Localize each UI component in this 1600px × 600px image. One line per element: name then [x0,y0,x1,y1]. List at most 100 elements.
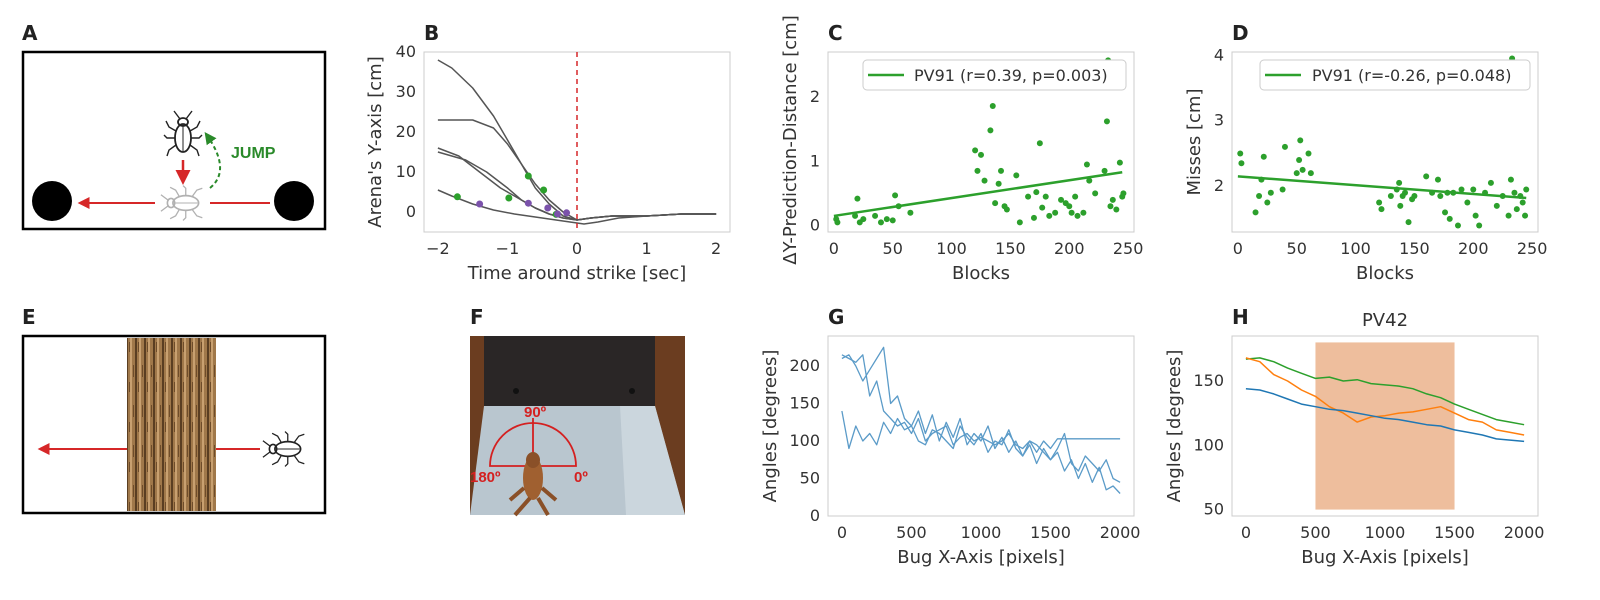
point-c-47 [1107,203,1114,210]
ylabel-c: ΔY-Prediction-Distance [cm] [780,15,801,265]
fit-line-d [1237,175,1527,200]
lizard-head [526,452,540,468]
xtick-h-1: 500 [1300,523,1331,542]
point-d-14 [1305,150,1312,157]
point-c-5 [860,216,867,223]
xtick-c-1: 50 [883,239,903,258]
xtick-b-0: −2 [426,239,450,258]
jump-arrow [204,132,222,189]
point-d-13 [1299,166,1306,173]
panel-letter-e: E [22,305,36,329]
panel-letter-f: F [470,305,484,329]
ytick-b-1: 10 [396,162,416,181]
point-d-49 [1513,206,1520,213]
panel-letter-d: D [1232,21,1249,45]
plot-frame-g [827,335,1135,517]
legend-box-d [1259,59,1531,91]
point-c-52 [1120,190,1127,197]
ytick-b-3: 30 [396,82,416,101]
panel-f: F 90º 180º 0º [470,305,685,517]
xtick-b-1: −1 [496,239,520,258]
point-c-25 [1016,219,1023,226]
point-c-6 [872,212,879,219]
point-b-green-1 [505,194,513,202]
xtick-d-0: 0 [1233,239,1243,258]
point-d-45 [1505,212,1512,219]
point-d-12 [1297,137,1304,144]
point-c-13 [972,147,979,154]
point-d-52 [1522,212,1529,219]
series-lines-h [1245,357,1525,443]
point-d-51 [1519,199,1526,206]
point-d-8 [1279,186,1286,193]
point-c-2 [852,212,859,219]
plot-frame-h [1231,335,1539,517]
ytick-g-4: 200 [789,356,820,375]
point-b-purple-4 [563,209,571,217]
xtick-d-5: 250 [1517,239,1548,258]
ytick-h-2: 150 [1193,371,1224,390]
point-d-40 [1476,222,1483,229]
panel-letter-b: B [424,21,439,45]
point-d-35 [1454,222,1461,229]
axis-ticks-h: 0 500 1000 1500 2000 50 100 150 [1193,371,1544,542]
screen-dot-left [513,388,519,394]
point-c-43 [1092,190,1099,197]
plot-frame-d [1231,51,1539,233]
axis-ticks-d: 0 50 100 150 200 250 2 3 4 [1214,45,1548,258]
ytick-h-0: 50 [1204,500,1224,519]
point-c-45 [1103,118,1110,125]
chart-c: C 0 50 100 150 200 250 0 1 2 PV91 (r=0.39, p=0.0… [780,15,1143,284]
point-d-53 [1523,186,1530,193]
point-c-15 [978,151,984,158]
ylabel-b: Arena's Y-axis [cm] [365,56,386,228]
point-c-8 [883,216,890,223]
point-d-17 [1378,206,1385,213]
point-d-24 [1405,219,1412,226]
point-c-36 [1066,203,1073,210]
series-h-blue [1245,387,1525,443]
point-d-6 [1264,199,1271,206]
ytick-g-3: 150 [789,394,820,413]
chart-d: D 0 50 100 150 200 250 2 3 4 PV91 (r=-0.26, p=0.… [1184,21,1547,284]
legend-label-c: PV91 (r=0.39, p=0.003) [914,66,1108,85]
ytick-b-0: 0 [406,202,416,221]
axis-ticks-c: 0 50 100 150 200 250 0 1 2 [810,87,1144,258]
point-c-40 [1080,209,1087,216]
point-c-1 [834,219,841,226]
point-d-48 [1511,189,1518,196]
point-d-1 [1238,160,1245,167]
ytick-h-1: 100 [1193,435,1224,454]
xtick-g-3: 1500 [1030,523,1071,542]
xtick-g-4: 2000 [1100,523,1141,542]
hole-left [32,181,72,221]
point-c-30 [1039,204,1046,211]
point-c-27 [1030,214,1037,221]
hole-right [274,181,314,221]
point-b-green-3 [540,186,548,194]
ylabel-g: Angles [degrees] [760,350,781,503]
point-b-purple-0 [476,200,484,208]
highlight-band [1315,342,1455,510]
point-d-18 [1387,193,1394,199]
legend-box-c [862,59,1127,91]
point-d-31 [1442,209,1449,216]
floor-highlight [620,406,685,515]
bark-obstacle [127,338,216,511]
point-d-27 [1423,173,1430,180]
xlabel-h: Bug X-Axis [pixels] [1301,547,1469,568]
point-b-green-0 [453,193,461,201]
point-b-green-2 [524,172,532,180]
point-d-20 [1396,179,1403,186]
point-b-purple-1 [524,199,532,207]
xlabel-d: Blocks [1356,263,1414,284]
legend-c: PV91 (r=0.39, p=0.003) [862,59,1127,91]
point-d-10 [1293,170,1300,177]
ytick-b-4: 40 [396,42,416,61]
point-d-3 [1256,193,1263,199]
point-c-14 [974,167,981,174]
panel-e: E [21,305,327,515]
